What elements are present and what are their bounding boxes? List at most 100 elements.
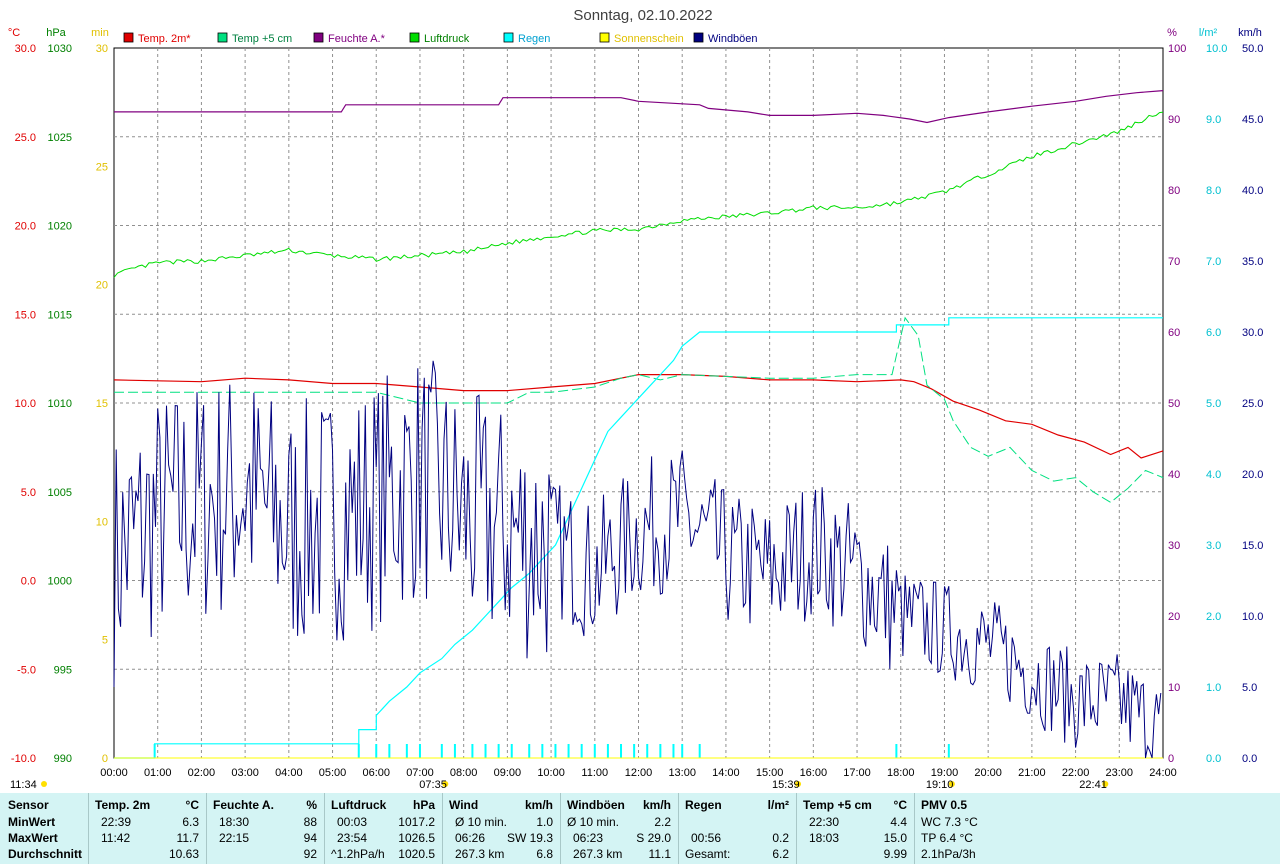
legend-swatch [409, 32, 420, 43]
sun-tick-label: 20 [96, 280, 108, 292]
legend-label: Regen [518, 33, 550, 45]
avg-value: 92 [303, 847, 317, 861]
max-value: 0.2 [772, 831, 789, 845]
pressure-tick-label: 1015 [48, 309, 72, 321]
avg-value: 10.63 [168, 847, 199, 861]
wind-unit-label: km/h [1238, 27, 1262, 39]
total-label: Gesamt: [685, 847, 731, 861]
x-tick-label: 05:00 [319, 767, 347, 779]
col-title: Luftdruck [331, 798, 387, 812]
wind-tick-label: 50.0 [1242, 43, 1263, 55]
distance: 267.3 km [573, 847, 623, 861]
sun-time-marker [1102, 781, 1109, 787]
x-tick-label: 12:00 [625, 767, 653, 779]
pressure-tick-label: 1005 [48, 487, 72, 499]
row-label-sensor: Sensor [8, 798, 49, 812]
col-unit: °C [893, 798, 907, 812]
wind-tick-label: 5.0 [1242, 682, 1257, 694]
col-title: Wind [449, 798, 479, 812]
avg10-value: 1.0 [536, 815, 553, 829]
humidity-tick-label: 40 [1168, 469, 1180, 481]
avg10-value: 2.2 [654, 815, 671, 829]
pressure-tick-label: 1030 [48, 43, 72, 55]
x-tick-label: 16:00 [800, 767, 828, 779]
series-temp5cm [114, 316, 1164, 504]
pressure-tick-label: 1000 [48, 576, 72, 588]
sun-tick-label: 10 [96, 516, 108, 528]
col-title: Temp. 2m [95, 798, 151, 812]
pressure-tick-label: 990 [54, 753, 72, 765]
sun-time-marker [442, 781, 449, 787]
col-title: Feuchte A. [213, 798, 274, 812]
temp-tick-label: 5.0 [21, 487, 36, 499]
sun-tick-label: 5 [102, 635, 108, 647]
min-value: 6.3 [182, 815, 199, 829]
x-tick-label: 09:00 [494, 767, 522, 779]
humidity-tick-label: 60 [1168, 327, 1180, 339]
col-title: Regen [685, 798, 722, 812]
legend-label: Sonnenschein [614, 33, 684, 45]
stats-col-windboen: Windböen km/h Ø 10 min. 2.2 06:23 S 29.0… [560, 793, 679, 864]
x-tick-label: 14:00 [712, 767, 740, 779]
avg10-label: Ø 10 min. [567, 815, 620, 829]
humidity-tick-label: 10 [1168, 682, 1180, 694]
wind-tick-label: 35.0 [1242, 256, 1263, 268]
weather-chart: Sonntag, 02.10.2022 °C hPa min% l/m² km/h Te… [8, 7, 1264, 791]
windchill: WC 7.3 °C [921, 815, 978, 829]
x-tick-label: 21:00 [1018, 767, 1046, 779]
avg-value: 6.8 [536, 847, 553, 861]
trend-value: ^1.2hPa/h [331, 847, 385, 861]
time-marker-label: 15:39 [772, 779, 800, 791]
wind-tick-label: 0.0 [1242, 753, 1257, 765]
max-time: 11:42 [101, 831, 131, 845]
sun-time-marker [41, 781, 47, 787]
rain-unit-label: l/m² [1199, 27, 1218, 39]
x-tick-label: 04:00 [275, 767, 303, 779]
min-time: 22:30 [809, 815, 840, 829]
x-tick-label: 19:00 [931, 767, 959, 779]
x-tick-label: 01:00 [144, 767, 172, 779]
legend-label: Feuchte A.* [328, 33, 386, 45]
min-value: 1017.2 [398, 815, 435, 829]
rain-tick-label: 6.0 [1206, 327, 1221, 339]
series-feuchte [114, 90, 1164, 124]
pressure-tick-label: 1020 [48, 221, 72, 233]
max-value: 94 [303, 831, 317, 845]
rain-tick-label: 8.0 [1206, 185, 1221, 197]
legend-label: Temp. 2m* [138, 33, 191, 45]
stats-col-regen: Regen l/m² 00:56 0.2 Gesamt: 6.2 [678, 793, 797, 864]
x-tick-label: 20:00 [974, 767, 1002, 779]
row-label-avg: Durchschnitt [8, 847, 83, 861]
temp-tick-label: 25.0 [15, 132, 36, 144]
rain-tick-label: 5.0 [1206, 398, 1221, 410]
legend-label: Windböen [708, 33, 758, 45]
legend-swatch [599, 32, 610, 43]
col-unit: l/m² [767, 798, 789, 812]
legend-swatch [313, 32, 324, 43]
avg-value: 9.99 [883, 847, 907, 861]
stats-col-wind: Wind km/h Ø 10 min. 1.0 06:26 SW 19.3 26… [442, 793, 561, 864]
x-tick-label: 13:00 [668, 767, 696, 779]
max-time: 00:56 [691, 831, 722, 845]
time-marker-label: 11:34 [10, 779, 37, 791]
total-value: 6.2 [772, 847, 789, 861]
stats-col-feuchte: Feuchte A. % 18:30 88 22:15 94 92 [206, 793, 325, 864]
humidity-tick-label: 0 [1168, 753, 1174, 765]
wind-tick-label: 45.0 [1242, 114, 1263, 126]
sun-tick-label: 25 [96, 161, 108, 173]
x-tick-label: 23:00 [1106, 767, 1134, 779]
temp-tick-label: 20.0 [15, 221, 36, 233]
time-marker-label: 19:10 [926, 779, 954, 791]
max-direction-value: S 29.0 [636, 831, 671, 845]
series-temp2m [113, 374, 1164, 459]
wind-tick-label: 15.0 [1242, 540, 1263, 552]
x-tick-label: 22:00 [1062, 767, 1090, 779]
legend-swatch [503, 32, 514, 43]
x-tick-label: 17:00 [843, 767, 871, 779]
temp-tick-label: -10.0 [11, 753, 36, 765]
chart-title: Sonntag, 02.10.2022 [573, 7, 712, 24]
humidity-tick-label: 80 [1168, 185, 1180, 197]
humidity-tick-label: 100 [1168, 43, 1186, 55]
rain-tick-label: 3.0 [1206, 540, 1221, 552]
time-marker-label: 22:41 [1079, 779, 1107, 791]
